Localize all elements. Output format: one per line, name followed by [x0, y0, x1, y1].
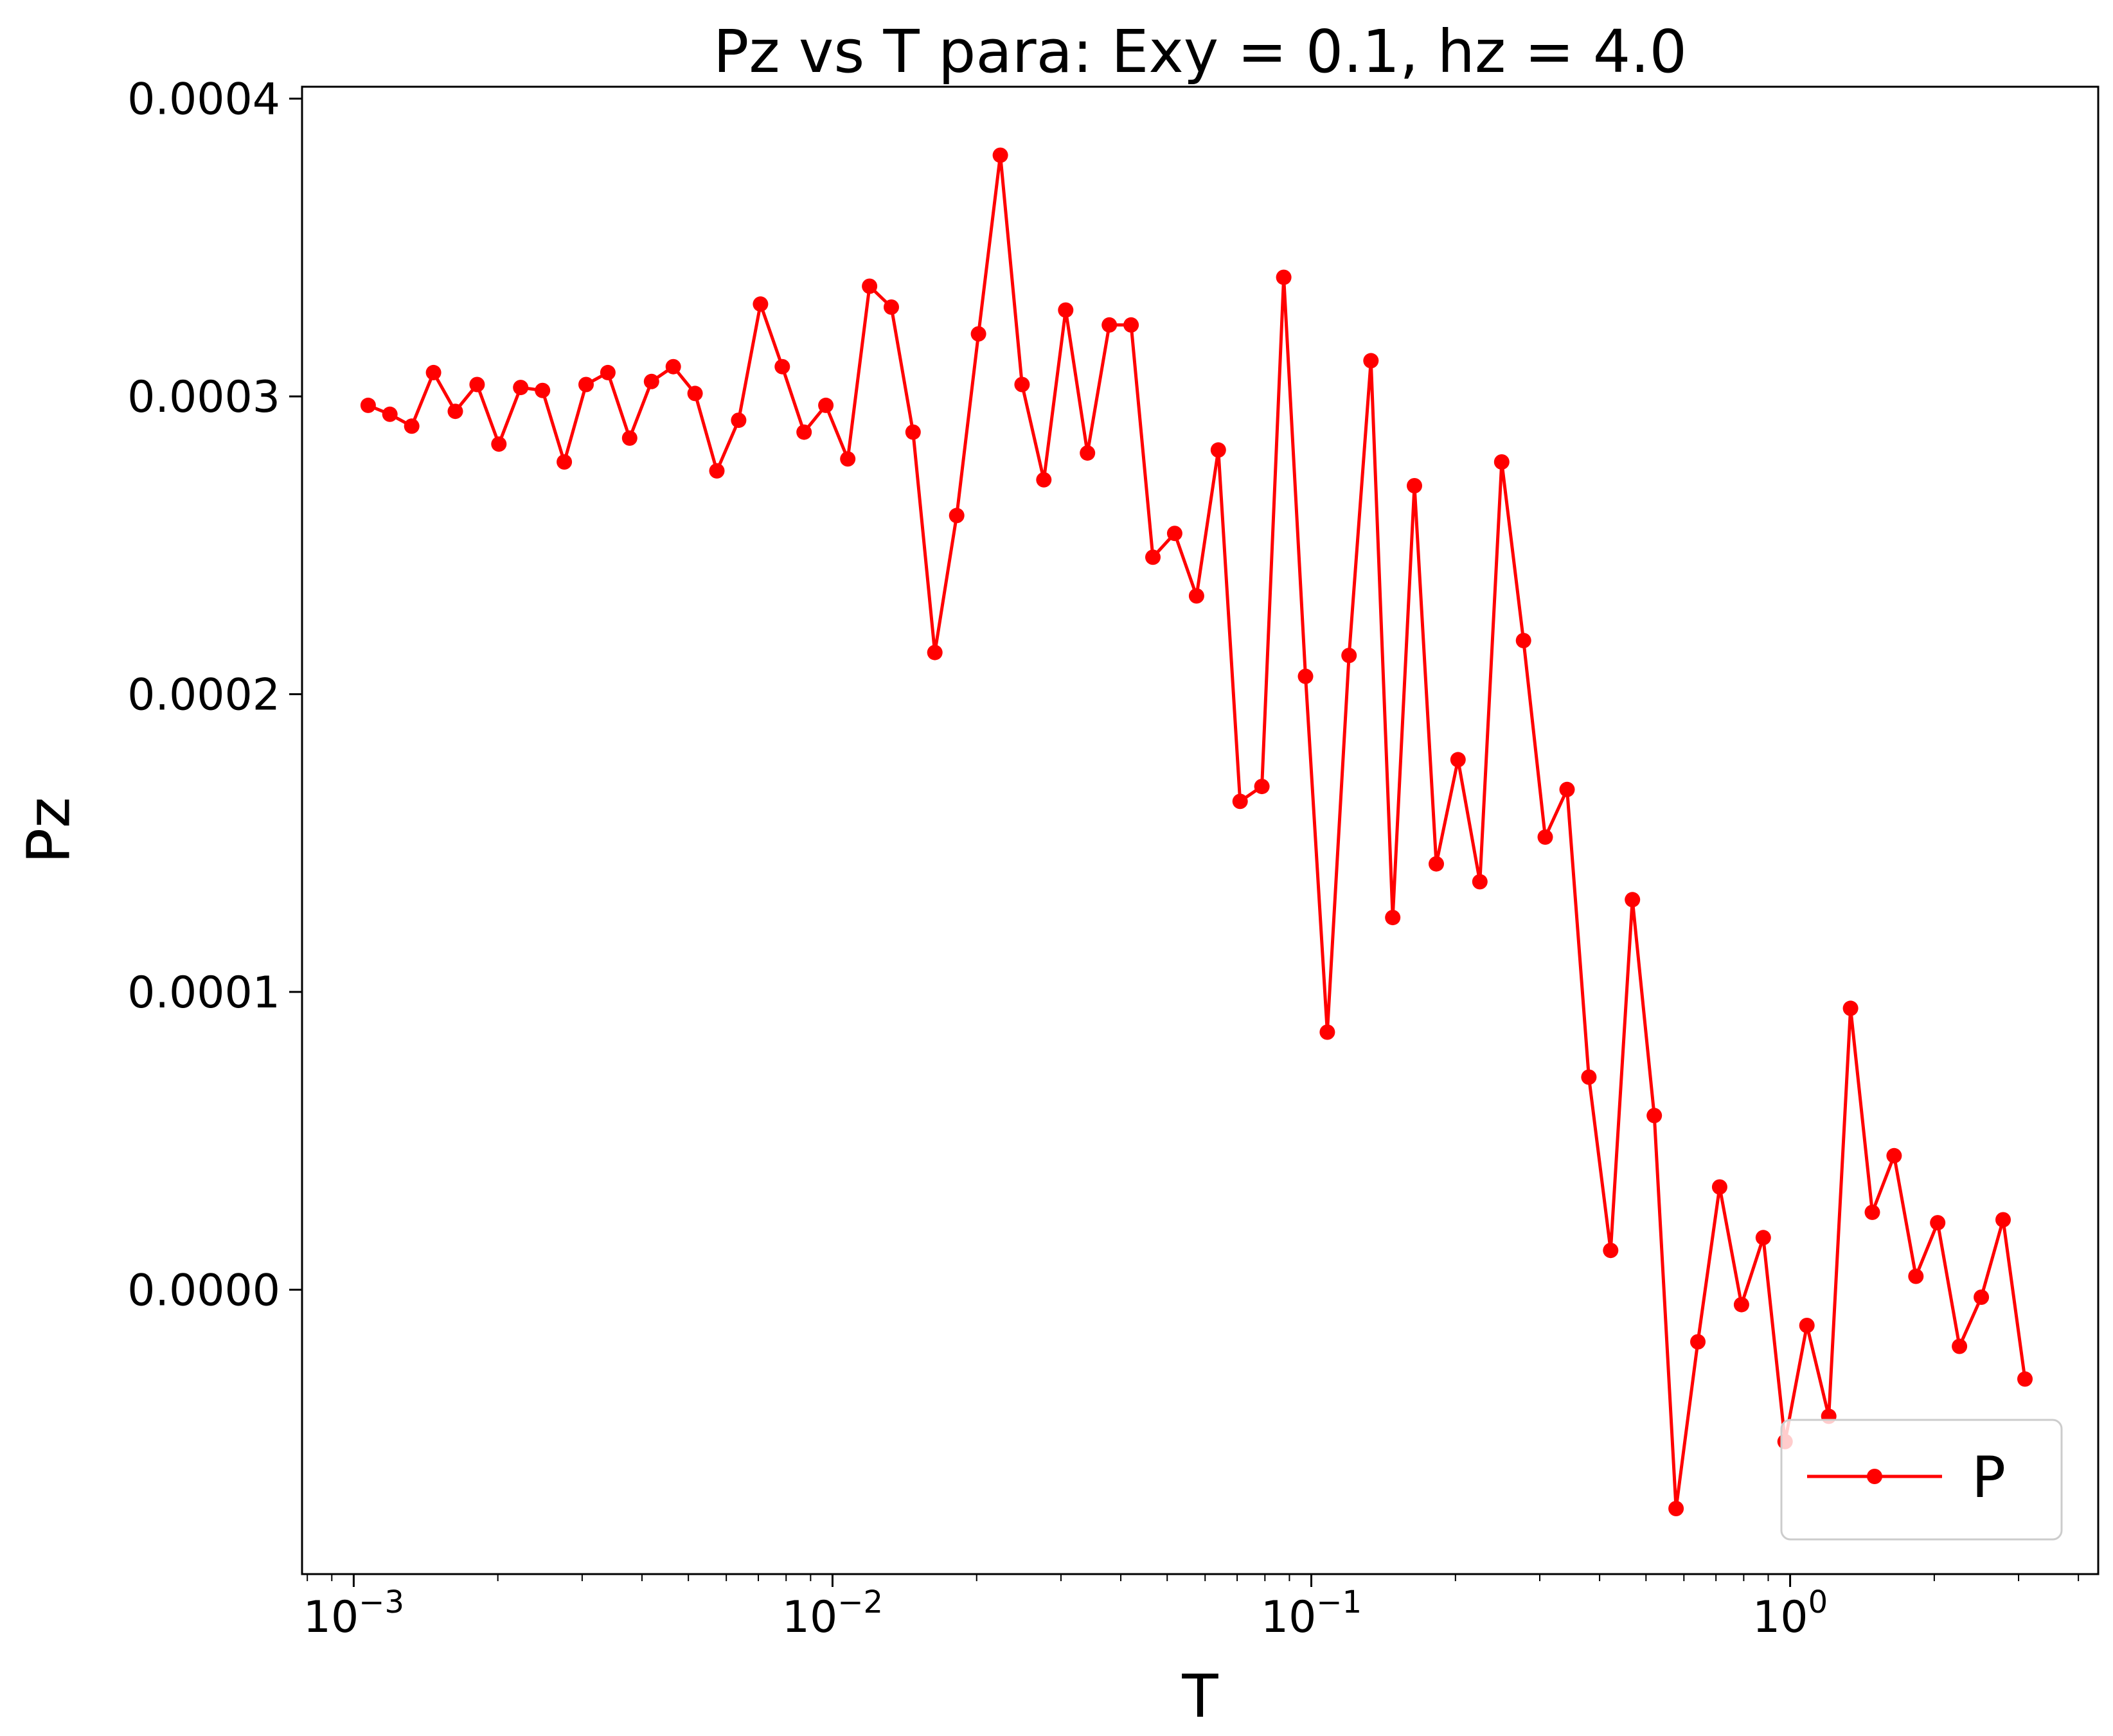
- data-point: [1690, 1334, 1706, 1350]
- data-point: [1603, 1243, 1619, 1259]
- data-point: [1254, 779, 1270, 795]
- data-point: [1668, 1501, 1684, 1516]
- data-point: [360, 397, 376, 413]
- data-point: [1952, 1338, 1968, 1354]
- data-point: [949, 508, 965, 524]
- data-point: [884, 299, 899, 315]
- chart-title: Pz vs T para: Exy = 0.1, hz = 4.0: [713, 17, 1687, 86]
- data-point: [1014, 376, 1030, 393]
- data-point: [687, 385, 703, 402]
- data-point: [927, 644, 943, 660]
- data-point: [382, 406, 398, 422]
- data-point: [1974, 1289, 1990, 1305]
- x-axis: 10−3 10−2 10−1 100: [303, 1574, 2080, 1643]
- data-point: [513, 380, 529, 396]
- data-point: [1646, 1108, 1663, 1124]
- legend-box: [1780, 1419, 2063, 1541]
- data-point: [1036, 472, 1052, 488]
- data-point: [1450, 752, 1466, 768]
- data-point: [2017, 1371, 2033, 1387]
- data-point: [1101, 317, 1118, 333]
- data-point: [1625, 892, 1641, 908]
- data-point: [643, 373, 659, 389]
- data-point: [600, 364, 616, 380]
- data-point: [1145, 549, 1161, 565]
- data-point: [1319, 1024, 1335, 1040]
- data-point: [1276, 269, 1292, 285]
- data-point: [1799, 1318, 1815, 1333]
- data-point: [753, 296, 769, 312]
- x-tick-label: 10−3: [303, 1584, 404, 1643]
- data-point: [731, 412, 747, 429]
- data-point: [1908, 1268, 1924, 1284]
- data-point: [1581, 1069, 1597, 1085]
- data-point: [469, 376, 485, 393]
- y-tick-label: 0.0003: [127, 372, 280, 423]
- data-point: [1930, 1215, 1946, 1231]
- data-point: [818, 397, 834, 413]
- data-point: [1559, 781, 1575, 797]
- data-point: [1123, 317, 1139, 333]
- data-point: [1429, 856, 1444, 872]
- data-point: [1385, 910, 1401, 926]
- legend-marker-sample: [1867, 1469, 1882, 1484]
- x-tick-label: 100: [1752, 1584, 1828, 1643]
- y-tick-label: 0.0001: [127, 968, 280, 1018]
- data-point: [1058, 302, 1074, 318]
- data-point: [404, 418, 420, 434]
- data-point: [1297, 668, 1314, 684]
- x-axis-label: T: [1181, 1662, 1218, 1731]
- data-point: [447, 403, 463, 420]
- y-tick-label: 0.0002: [127, 669, 280, 720]
- data-point: [1515, 633, 1531, 648]
- y-axis-label: Pz: [14, 797, 83, 864]
- data-point: [425, 364, 441, 380]
- legend: P: [1780, 1419, 2063, 1541]
- data-point: [1341, 648, 1357, 664]
- data-point: [1166, 526, 1182, 542]
- data-point: [1995, 1212, 2011, 1228]
- data-point: [774, 359, 790, 375]
- data-point: [970, 326, 986, 342]
- plot-frame: [301, 85, 2100, 1575]
- data-point: [578, 376, 594, 393]
- legend-label: P: [1972, 1444, 2006, 1510]
- y-axis: 0.0000 0.0001 0.0002 0.0003 0.0004: [127, 75, 302, 1316]
- data-point: [1886, 1147, 1902, 1164]
- data-point: [1711, 1179, 1727, 1195]
- y-tick-label: 0.0000: [127, 1265, 280, 1316]
- data-point: [1210, 442, 1226, 458]
- data-point: [621, 430, 637, 446]
- data-point: [709, 463, 725, 479]
- data-point: [992, 147, 1008, 163]
- data-point: [1755, 1230, 1771, 1246]
- series-layer: [360, 147, 2033, 1516]
- data-point: [1232, 793, 1248, 810]
- data-point: [1493, 454, 1510, 470]
- data-point: [1864, 1204, 1880, 1220]
- data-point: [840, 451, 856, 467]
- data-point: [535, 382, 551, 398]
- data-point: [1188, 588, 1204, 604]
- data-point: [1842, 1000, 1859, 1016]
- data-point: [862, 278, 878, 294]
- x-tick-label: 10−2: [782, 1584, 883, 1643]
- x-tick-label: 10−1: [1261, 1584, 1362, 1643]
- data-point: [796, 424, 812, 440]
- data-point: [1733, 1297, 1749, 1313]
- data-point: [1407, 478, 1422, 493]
- data-point: [557, 454, 573, 470]
- data-point: [1363, 353, 1379, 369]
- y-tick-label: 0.0004: [127, 75, 280, 125]
- data-point: [1472, 874, 1488, 890]
- data-point: [1080, 445, 1096, 461]
- data-point: [905, 424, 921, 440]
- data-point: [1537, 829, 1553, 845]
- data-point: [665, 359, 681, 375]
- data-point: [491, 436, 507, 452]
